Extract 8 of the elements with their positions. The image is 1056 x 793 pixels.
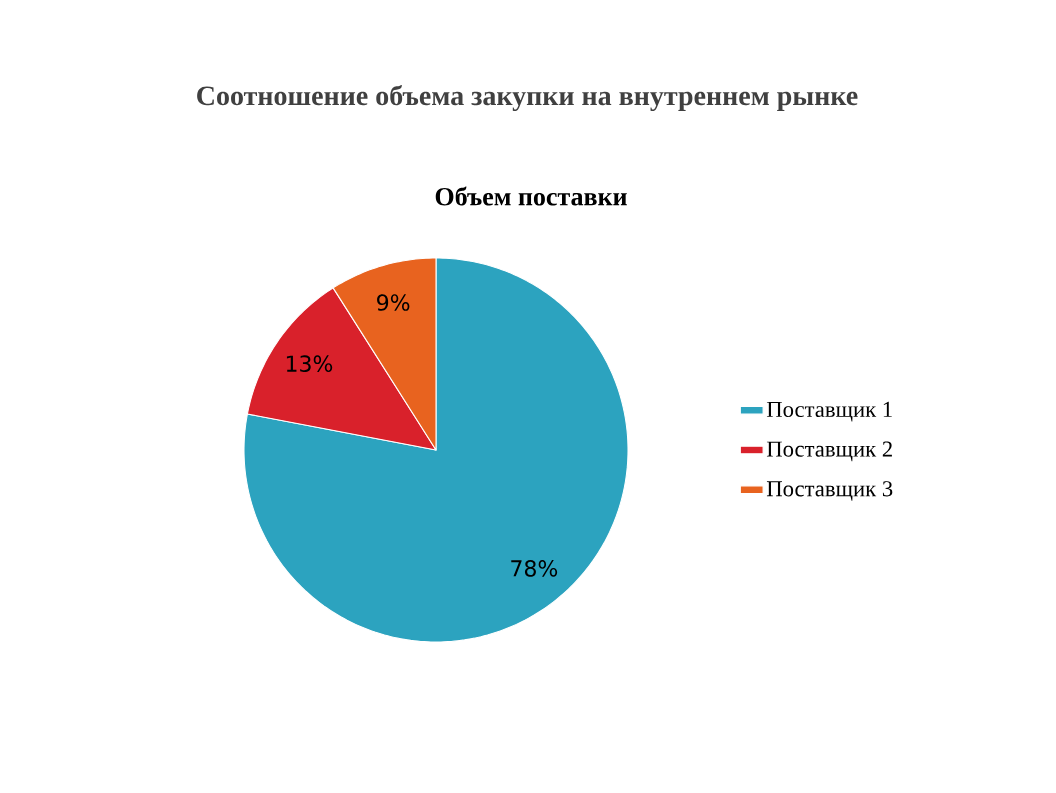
data-label: 9% [377,294,410,311]
data-label: 78% [511,560,558,577]
legend-label: Поставщик 3 [766,481,893,501]
legend-label: Поставщик 1 [766,401,892,422]
legend-label: Поставщик 2 [766,441,892,462]
data-label: 13% [286,355,333,372]
chart-title: Соотношение объема закупки на внутреннем рынке [197,84,858,112]
chart-subtitle: Объем поставки [435,186,627,206]
